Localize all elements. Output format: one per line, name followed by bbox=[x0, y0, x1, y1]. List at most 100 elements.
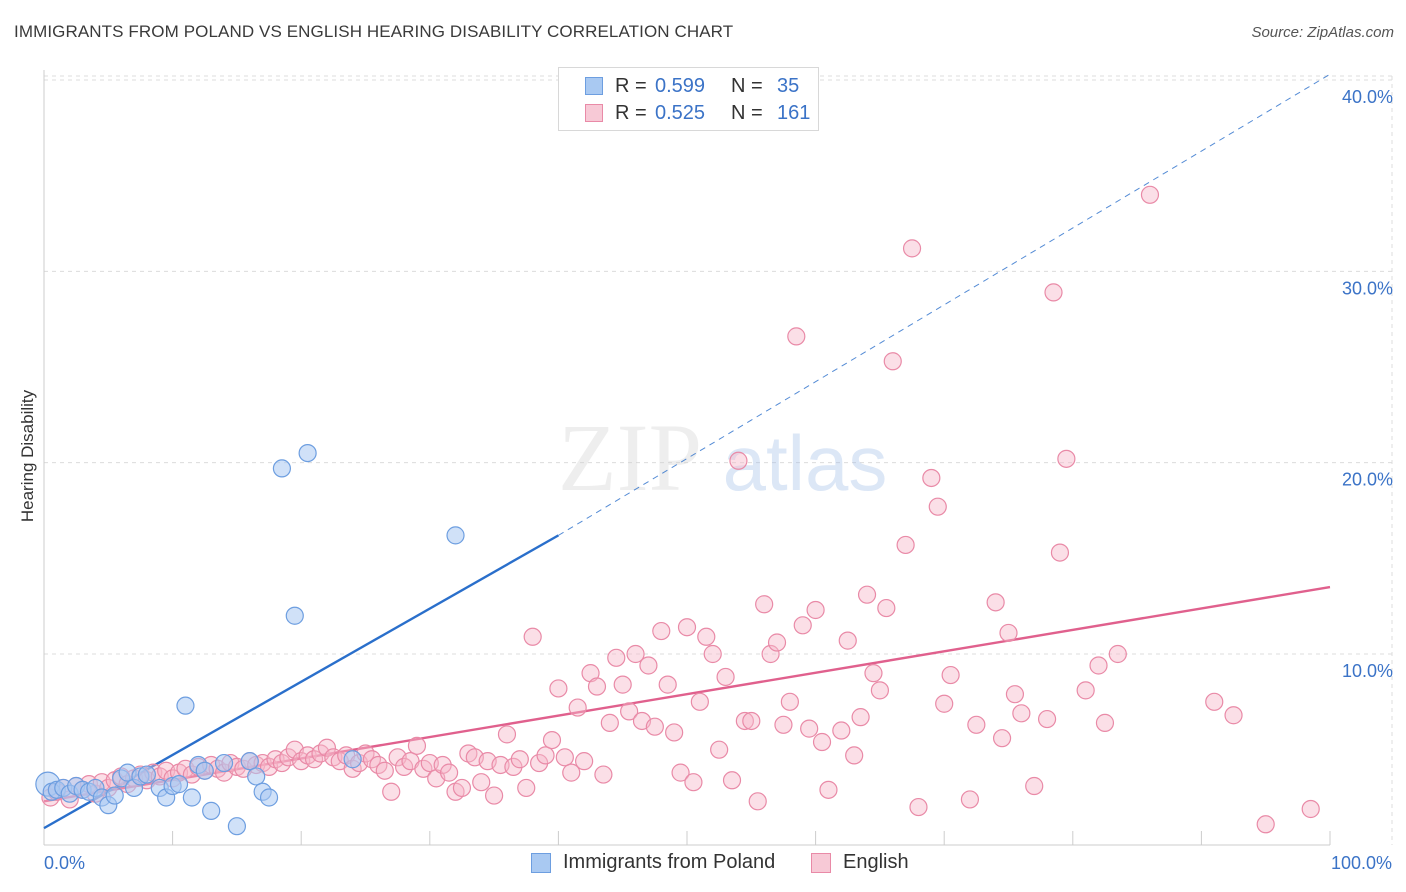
english-point bbox=[697, 627, 716, 646]
english-point bbox=[536, 746, 555, 765]
poland-point bbox=[285, 606, 304, 625]
poland-point bbox=[227, 817, 246, 836]
legend-row-poland: R = 0.599 N = 35 bbox=[585, 74, 799, 98]
english-point bbox=[523, 627, 542, 646]
english-point bbox=[1044, 283, 1063, 302]
english-point bbox=[735, 711, 754, 731]
english-point bbox=[568, 698, 587, 717]
english-point bbox=[658, 675, 677, 694]
english-point bbox=[851, 708, 870, 727]
poland-point bbox=[214, 753, 234, 773]
english-point bbox=[645, 717, 664, 736]
poland-point bbox=[343, 750, 362, 769]
english-point bbox=[1050, 543, 1070, 562]
legend-label-poland: Immigrants from Poland bbox=[563, 851, 776, 873]
poland-point bbox=[298, 444, 317, 463]
english-point bbox=[909, 797, 928, 817]
english-point bbox=[652, 621, 671, 641]
english-point bbox=[562, 763, 581, 782]
legend-row-english: R = 0.525 N = 161 bbox=[585, 101, 810, 125]
english-point bbox=[684, 773, 703, 792]
watermark-atlas: atlas bbox=[723, 419, 888, 507]
english-point bbox=[767, 633, 787, 652]
grid-lines bbox=[44, 75, 1393, 845]
english-point bbox=[639, 656, 658, 675]
english-point bbox=[1301, 799, 1320, 819]
english-point bbox=[671, 763, 690, 782]
english-point bbox=[375, 761, 394, 780]
english-point bbox=[999, 623, 1018, 643]
english-point bbox=[382, 782, 401, 801]
english-point bbox=[1076, 681, 1095, 700]
english-point bbox=[703, 644, 722, 664]
legend-r-label: R = bbox=[615, 101, 647, 124]
poland-point bbox=[202, 801, 221, 820]
english-point bbox=[1256, 815, 1275, 834]
english-point bbox=[986, 593, 1005, 612]
poland-point bbox=[247, 767, 266, 786]
y-tick-label: 40.0% bbox=[1342, 87, 1393, 107]
english-point bbox=[877, 598, 896, 618]
poland-point bbox=[195, 761, 214, 780]
legend-r-value: 0.599 bbox=[655, 74, 706, 97]
english-point bbox=[317, 738, 337, 757]
english-point bbox=[928, 497, 947, 516]
legend-label-english: English bbox=[843, 851, 909, 873]
english-point bbox=[883, 352, 902, 371]
english-point bbox=[472, 773, 491, 792]
legend-swatch-blue bbox=[585, 77, 603, 95]
poland-trend-extension bbox=[558, 73, 1331, 536]
legend-n-label: N = bbox=[731, 101, 763, 124]
english-point bbox=[575, 752, 594, 771]
english-point bbox=[742, 711, 761, 731]
english-point bbox=[902, 239, 922, 258]
english-point bbox=[722, 771, 742, 790]
english-point bbox=[1005, 685, 1025, 704]
english-point bbox=[1140, 185, 1160, 204]
english-point bbox=[935, 694, 954, 713]
english-point bbox=[555, 748, 574, 767]
x-tick-label: 100.0% bbox=[1331, 853, 1392, 873]
english-point bbox=[485, 786, 504, 805]
english-point bbox=[870, 681, 890, 700]
legend-n-label: N = bbox=[731, 74, 763, 97]
english-point bbox=[793, 616, 812, 635]
english-point bbox=[677, 618, 697, 637]
correlation-legend: R = 0.599 N = 35 R = 0.525 N = 161 bbox=[558, 67, 819, 131]
y-tick-label: 20.0% bbox=[1342, 470, 1393, 490]
poland-point bbox=[446, 526, 465, 545]
poland-point bbox=[272, 459, 292, 478]
english-point bbox=[1037, 709, 1057, 729]
english-point bbox=[748, 792, 767, 811]
x-tick-label: 0.0% bbox=[44, 853, 85, 873]
english-point bbox=[452, 778, 472, 798]
legend-n-value: 161 bbox=[777, 101, 811, 124]
english-point bbox=[755, 595, 774, 614]
english-point bbox=[800, 719, 819, 738]
english-point bbox=[819, 780, 838, 799]
legend-r-value: 0.525 bbox=[655, 101, 706, 124]
legend-swatch-blue bbox=[531, 852, 551, 873]
english-point bbox=[922, 468, 941, 488]
english-point bbox=[729, 451, 748, 470]
legend-r-label: R = bbox=[615, 74, 647, 97]
y-tick-label: 10.0% bbox=[1342, 661, 1393, 681]
chart-title: IMMIGRANTS FROM POLAND VS ENGLISH HEARIN… bbox=[14, 22, 734, 41]
english-point bbox=[1108, 644, 1127, 664]
poland-points bbox=[35, 444, 465, 836]
english-point bbox=[806, 600, 825, 620]
series-legend: Immigrants from Poland English bbox=[0, 851, 1406, 879]
y-tick-label: 30.0% bbox=[1342, 278, 1393, 298]
english-point bbox=[864, 664, 883, 683]
english-point bbox=[812, 732, 832, 752]
english-point bbox=[439, 763, 459, 782]
poland-point bbox=[240, 752, 259, 771]
english-point bbox=[967, 715, 986, 734]
english-point bbox=[517, 778, 536, 798]
english-point bbox=[1224, 706, 1243, 725]
english-point bbox=[607, 648, 626, 667]
english-point bbox=[787, 327, 806, 346]
english-point bbox=[600, 713, 619, 732]
poland-point bbox=[259, 788, 279, 807]
